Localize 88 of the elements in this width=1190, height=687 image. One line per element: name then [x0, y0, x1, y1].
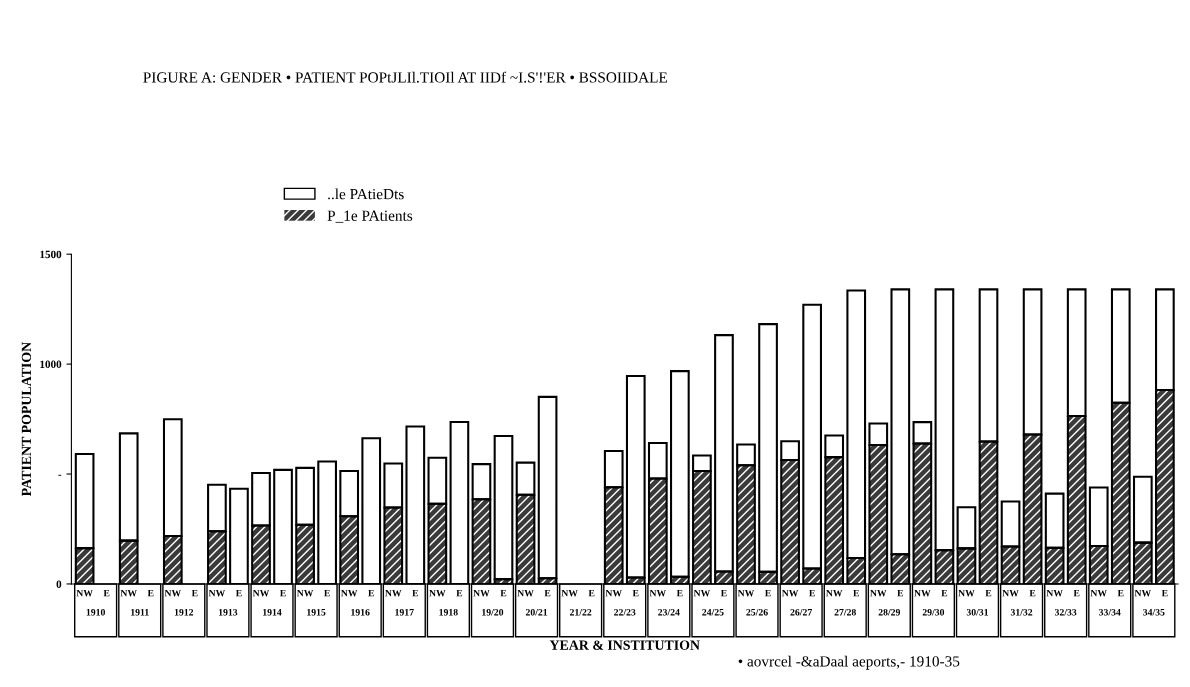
- x-tick-label: E: [456, 589, 463, 597]
- text: 28/29: [878, 608, 901, 616]
- chart-title: PIGURE A: GENDER • PATIENT POPtJLIl.TIOIl AT IIDf ~I.S'!'ER • BSSOIIDALE: [143, 71, 668, 83]
- x-tick-label: E: [1117, 589, 1124, 597]
- text: 31/32: [1010, 608, 1033, 616]
- y-tick-label: -: [58, 474, 62, 476]
- x-tick-label: NW: [517, 589, 534, 597]
- x-tick-label: NW: [1046, 589, 1063, 597]
- text: 29/30: [922, 608, 945, 616]
- x-tick-label: NW: [340, 589, 358, 597]
- text: 1914: [263, 608, 282, 616]
- text: 20/21: [525, 608, 548, 616]
- text: 1917: [395, 608, 414, 616]
- text: 23/24: [658, 608, 680, 616]
- x-tick-label: E: [941, 589, 948, 597]
- text: 33/34: [1099, 608, 1121, 616]
- x-tick-label: NW: [1134, 589, 1152, 597]
- text: 1912: [174, 608, 194, 616]
- y-tick-label: 1000: [40, 360, 62, 369]
- y-tick-label: 1500: [40, 250, 62, 259]
- x-tick-label: NW: [1002, 589, 1019, 597]
- bar: [625, 374, 646, 579]
- x-tick-label: NW: [252, 589, 270, 597]
- x-tick-label: NW: [561, 589, 578, 597]
- x-tick-label: NW: [429, 589, 446, 597]
- x-tick-label: E: [191, 589, 198, 597]
- x-tick-label: NW: [693, 589, 711, 597]
- text: 1913: [218, 608, 238, 616]
- x-tick-label: NW: [870, 589, 887, 597]
- x-tick-label: E: [588, 589, 595, 597]
- x-tick-label: E: [324, 589, 330, 597]
- text: 25/26: [746, 608, 768, 616]
- text: 24/25: [702, 608, 724, 616]
- x-tick-label: NW: [76, 589, 93, 597]
- x-tick-label: E: [632, 589, 639, 597]
- x-tick-label: E: [809, 589, 815, 597]
- x-tick-label: E: [1161, 589, 1168, 597]
- text: 1910: [86, 608, 105, 616]
- x-tick-label: NW: [296, 589, 314, 597]
- text: 32/33: [1054, 608, 1077, 616]
- x-tick-label: E: [676, 589, 683, 597]
- x-tick-label: NW: [164, 589, 182, 597]
- x-tick-label: E: [147, 589, 154, 597]
- x-tick-label: E: [1029, 589, 1036, 597]
- x-tick-label: NW: [1090, 589, 1107, 597]
- text: 1911: [131, 608, 149, 616]
- text: 19/20: [482, 608, 504, 616]
- x-tick-label: E: [764, 589, 771, 597]
- x-tick-label: NW: [120, 589, 137, 597]
- x-tick-label: E: [279, 589, 286, 597]
- text: 26/27: [790, 608, 812, 616]
- x-tick-label: E: [235, 589, 242, 597]
- text: 1915: [307, 608, 326, 616]
- bar: [537, 395, 558, 580]
- text: 34/35: [1143, 608, 1165, 616]
- text: 22/23: [614, 608, 636, 616]
- legend-label: ..le PAtieDts: [328, 188, 404, 200]
- x-tick-label: E: [500, 589, 507, 597]
- x-tick-label: E: [103, 589, 110, 597]
- text: • aovrcel -&aDaal aeports,- 1910-35: [738, 655, 960, 670]
- y-axis-title: PATIENT POPULATION: [21, 342, 32, 497]
- x-tick-label: E: [1073, 589, 1080, 597]
- x-axis-title: YEAR & INSTITUTION: [549, 640, 700, 650]
- text: 1916: [351, 608, 370, 616]
- x-tick-label: NW: [958, 589, 975, 597]
- x-tick-label: NW: [826, 589, 843, 597]
- text: 27/28: [834, 608, 856, 616]
- bar: [493, 434, 514, 581]
- text: 21/22: [569, 608, 592, 616]
- x-tick-label: NW: [605, 589, 622, 597]
- x-tick-label: E: [368, 589, 374, 597]
- legend-label: P_1e PAtients: [327, 210, 413, 223]
- x-tick-label: E: [897, 589, 904, 597]
- x-tick-label: NW: [737, 589, 755, 597]
- x-tick-label: NW: [649, 589, 667, 597]
- x-tick-label: E: [544, 589, 551, 597]
- x-tick-label: E: [720, 589, 727, 597]
- x-tick-label: E: [853, 589, 859, 597]
- text: 1918: [439, 608, 458, 616]
- x-tick-label: NW: [473, 589, 490, 597]
- x-tick-label: NW: [781, 589, 799, 597]
- x-tick-label: NW: [208, 589, 226, 597]
- y-tick-label: 0: [56, 580, 62, 588]
- x-tick-label: E: [412, 589, 419, 597]
- text: 30/31: [966, 608, 989, 616]
- x-tick-label: E: [985, 589, 992, 597]
- x-tick-label: NW: [385, 589, 402, 597]
- x-tick-label: NW: [914, 589, 931, 597]
